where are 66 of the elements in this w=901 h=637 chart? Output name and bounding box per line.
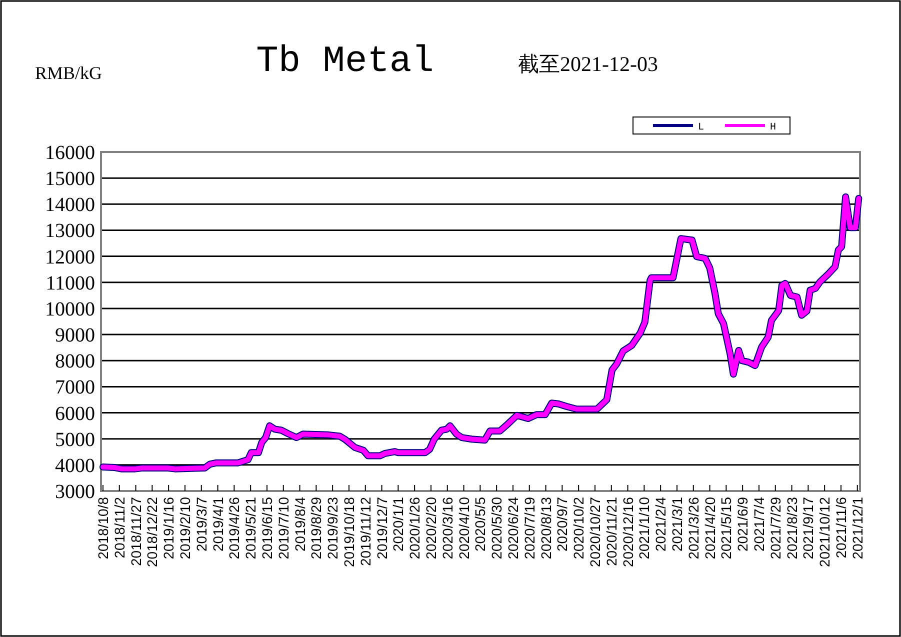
x-tick-label: 2019/9/23 [324,496,341,560]
x-tick-label: 2019/7/10 [275,496,292,560]
x-tick-label: 2020/12/16 [620,496,636,568]
chart-subtitle: 截至2021-12-03 [518,52,658,76]
x-tick-label: 2020/5/5 [472,496,488,552]
y-tick-label: 4000 [55,454,95,477]
x-tick-label: 2020/7/19 [521,496,538,560]
x-tick-label: 2020/8/13 [538,496,554,560]
x-tick-label: 2020/3/16 [439,496,456,560]
x-tick-label: 2020/11/21 [603,496,620,566]
x-tick-label: 2020/10/2 [570,496,587,560]
y-tick-label: 15000 [45,168,95,190]
x-tick-label: 2020/9/7 [554,496,570,552]
x-tick-label: 2021/4/20 [702,496,718,560]
x-tick-label: 2019/3/7 [193,496,210,552]
x-tick-label: 2021/3/1 [668,496,685,552]
y-tick-label: 12000 [45,246,95,268]
y-tick-label: 16000 [45,142,95,164]
x-tick-label: 2018/11/27 [128,496,144,566]
x-tick-label: 2019/12/7 [374,496,390,560]
x-tick-label: 2020/10/27 [586,496,603,568]
x-tick-label: 2019/8/29 [308,496,324,560]
x-tick-label: 2021/1/10 [636,496,652,560]
x-tick-label: 2021/7/4 [750,496,767,552]
x-tick-label: 2021/11/6 [832,496,849,558]
x-tick-label: 2019/6/15 [258,496,275,560]
x-tick-label: 2020/1/26 [406,496,423,560]
x-tick-label: 2021/6/9 [734,496,751,552]
y-tick-label: 8000 [55,350,95,373]
x-tick-label: 2020/2/20 [422,496,439,560]
x-tick-label: 2020/4/10 [456,496,472,560]
x-tick-label: 2020/5/30 [488,496,505,560]
x-tick-label: 2019/2/10 [176,496,193,560]
legend-label: L [698,122,704,134]
y-tick-label: 9000 [55,324,95,347]
y-tick-label: 5000 [55,428,95,451]
x-tick-label: 2019/11/12 [357,496,374,566]
legend-label: H [770,122,776,134]
y-tick-label: 14000 [45,194,95,216]
x-tick-label: 2021/5/15 [718,496,734,560]
x-tick-label: 2021/2/4 [652,496,669,552]
x-tick-label: 2021/7/29 [767,496,784,560]
x-tick-label: 2019/8/4 [292,496,308,552]
y-tick-label: 11000 [46,272,95,294]
x-tick-label: 2020/1/1 [390,496,406,552]
y-tick-label: 10000 [45,298,95,320]
chart-title: Tb Metal [256,41,434,83]
y-tick-label: 13000 [45,220,95,242]
y-tick-label: 3000 [55,481,95,503]
y-tick-label: 6000 [55,402,95,425]
y-tick-label: 7000 [55,376,95,399]
x-tick-label: 2021/9/17 [800,496,816,560]
x-tick-label: 2021/10/12 [816,496,833,568]
x-tick-label: 2021/3/26 [685,496,702,560]
x-tick-label: 2019/5/21 [242,496,259,560]
x-tick-label: 2021/12/1 [849,496,866,560]
x-tick-label: 2018/10/8 [94,496,111,560]
y-axis-title: RMB/kG [35,63,102,83]
x-tick-label: 2020/6/24 [504,496,521,560]
x-tick-label: 2019/4/26 [226,496,242,560]
x-tick-label: 2018/11/2 [111,496,128,558]
x-tick-label: 2019/1/16 [160,496,177,560]
x-tick-label: 2018/12/22 [144,496,160,568]
x-tick-label: 2019/4/1 [210,496,226,552]
x-tick-label: 2021/8/23 [784,496,800,560]
x-tick-label: 2019/10/18 [340,496,357,568]
